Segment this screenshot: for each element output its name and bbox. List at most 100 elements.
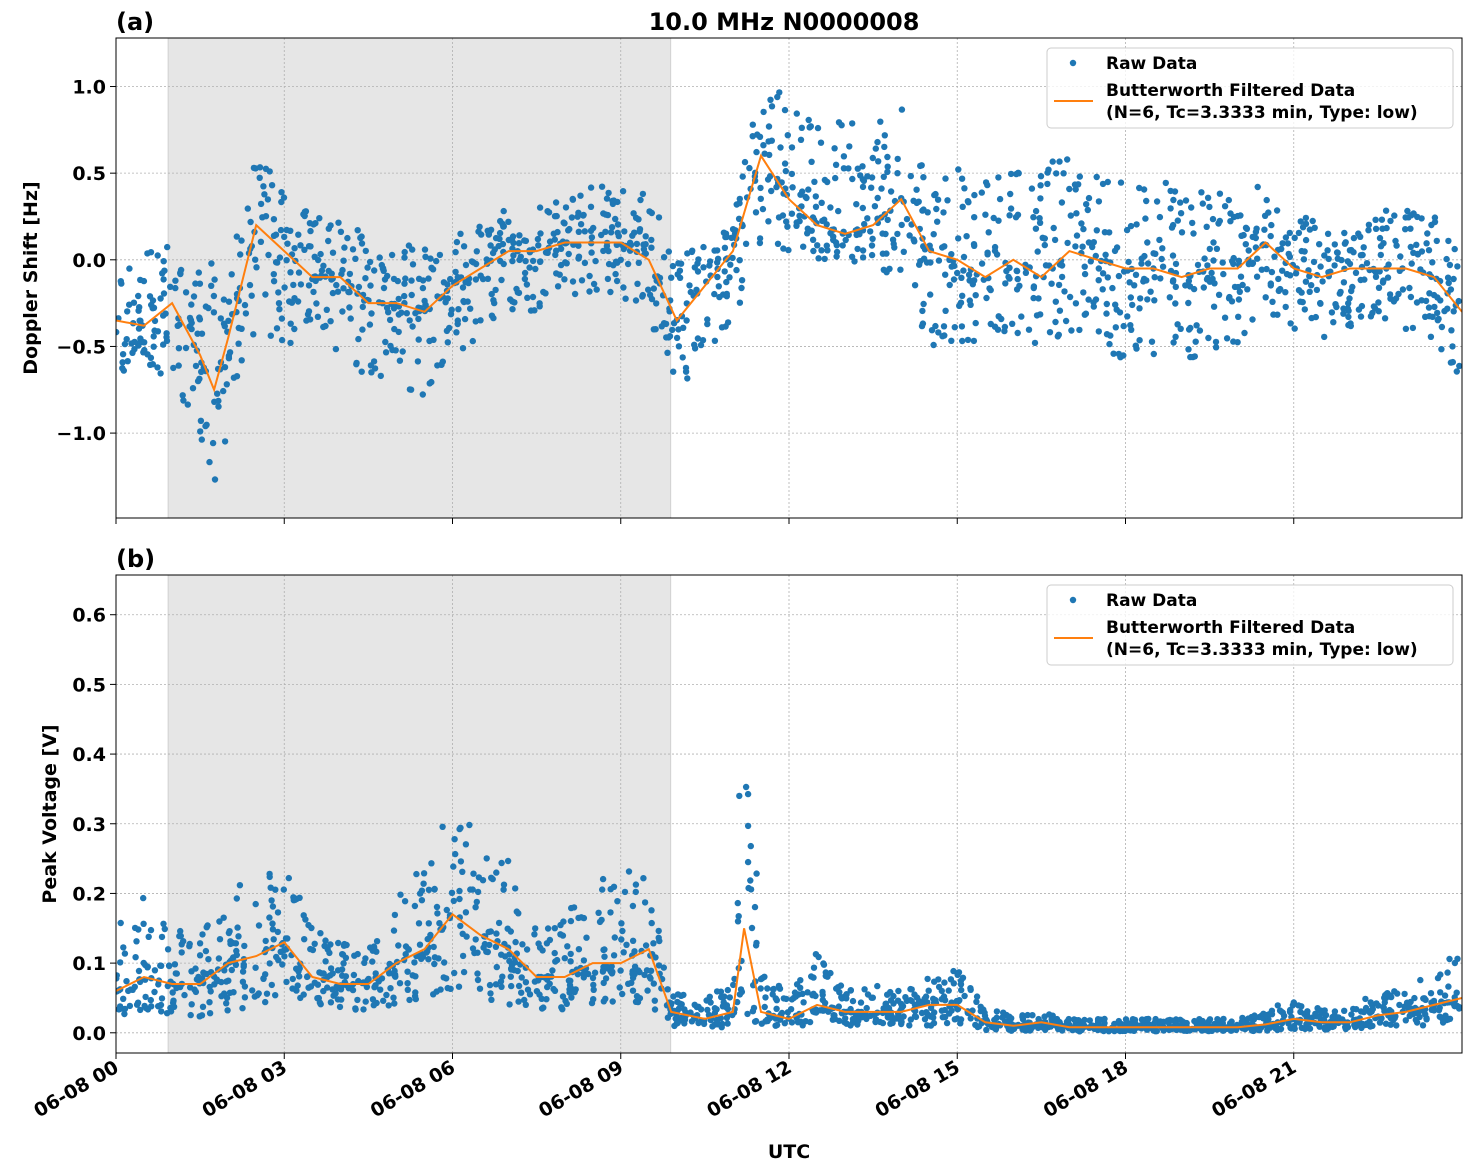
raw-data-point — [668, 1000, 675, 1007]
raw-data-point — [121, 1010, 128, 1018]
raw-data-point — [627, 241, 635, 248]
raw-data-point — [519, 941, 526, 948]
raw-data-point — [157, 1001, 165, 1009]
raw-data-point — [532, 925, 539, 932]
raw-data-point — [225, 317, 232, 324]
raw-data-point — [920, 174, 927, 181]
raw-data-point — [1249, 316, 1256, 323]
raw-data-point — [978, 260, 986, 267]
raw-data-point — [727, 261, 734, 268]
raw-data-point — [405, 946, 412, 953]
raw-data-point — [1037, 173, 1045, 180]
raw-data-point — [607, 288, 614, 296]
raw-data-point — [903, 215, 911, 223]
raw-data-point — [1007, 205, 1015, 212]
raw-data-point — [664, 986, 671, 993]
raw-data-point — [244, 205, 251, 212]
raw-data-point — [711, 247, 718, 254]
raw-data-point — [973, 998, 980, 1005]
raw-data-point — [1430, 1007, 1438, 1014]
x-tick-label: 06-08 06 — [367, 1056, 459, 1122]
raw-data-point — [1450, 275, 1457, 283]
raw-data-point — [890, 1000, 897, 1007]
raw-data-point — [764, 985, 771, 992]
raw-data-point — [1291, 1025, 1298, 1033]
raw-data-point — [367, 282, 374, 289]
raw-data-point — [1369, 1005, 1377, 1013]
raw-data-point — [1306, 1025, 1314, 1032]
raw-data-point — [192, 280, 199, 287]
raw-data-point — [252, 900, 259, 908]
filtered-data-line — [116, 153, 1462, 393]
raw-data-point — [457, 230, 464, 237]
raw-data-point — [492, 943, 500, 950]
raw-data-point — [788, 170, 796, 178]
raw-data-point — [704, 1006, 711, 1014]
raw-data-point — [830, 1012, 837, 1019]
raw-data-point — [1211, 280, 1218, 287]
raw-data-point — [1285, 250, 1292, 258]
raw-data-point — [1136, 305, 1143, 312]
raw-data-point — [1049, 158, 1056, 165]
raw-data-point — [590, 224, 597, 232]
raw-data-point — [188, 1001, 195, 1008]
raw-data-point — [151, 988, 158, 996]
raw-data-point — [216, 918, 223, 925]
raw-data-point — [884, 153, 891, 161]
raw-data-point — [149, 361, 156, 368]
raw-data-point — [1254, 255, 1261, 262]
raw-data-point — [551, 949, 558, 957]
raw-data-point — [217, 315, 224, 322]
raw-data-point — [198, 330, 206, 337]
raw-data-point — [119, 359, 126, 366]
raw-data-point — [517, 253, 524, 260]
raw-data-point — [325, 237, 332, 245]
raw-data-point — [479, 877, 487, 884]
raw-data-point — [347, 315, 354, 322]
raw-data-point — [544, 208, 551, 215]
raw-data-point — [1235, 313, 1242, 320]
raw-data-point — [1080, 289, 1087, 296]
raw-data-point — [1167, 205, 1174, 212]
raw-data-point — [253, 264, 260, 271]
raw-data-point — [602, 995, 609, 1002]
raw-data-point — [419, 284, 427, 292]
raw-data-point — [1138, 260, 1145, 267]
raw-data-point — [575, 228, 582, 235]
raw-data-point — [840, 153, 848, 160]
raw-data-point — [919, 320, 927, 327]
raw-data-point — [824, 247, 831, 254]
raw-data-point — [601, 953, 608, 960]
raw-data-point — [370, 1002, 377, 1009]
raw-data-point — [1358, 1024, 1365, 1032]
raw-data-point — [303, 973, 311, 981]
raw-data-point — [1157, 1018, 1164, 1025]
raw-data-point — [1377, 243, 1385, 250]
raw-data-point — [871, 1011, 878, 1018]
raw-data-point — [366, 258, 374, 266]
raw-data-point — [913, 199, 920, 207]
raw-data-point — [1451, 959, 1459, 967]
raw-data-point — [370, 944, 378, 952]
raw-data-point — [1425, 304, 1433, 311]
raw-data-point — [574, 213, 581, 220]
raw-data-point — [1221, 314, 1229, 321]
raw-data-point — [647, 967, 655, 974]
raw-data-point — [842, 236, 849, 244]
raw-data-point — [1109, 284, 1116, 292]
raw-data-point — [208, 260, 215, 267]
raw-data-point — [289, 985, 296, 992]
y-tick-label: 0.5 — [72, 674, 106, 696]
raw-data-point — [1420, 1007, 1428, 1015]
raw-data-point — [366, 321, 374, 328]
raw-data-point — [342, 973, 350, 980]
raw-data-point — [560, 918, 567, 925]
raw-data-point — [941, 979, 948, 986]
raw-data-point — [549, 967, 556, 974]
raw-data-point — [257, 238, 265, 245]
raw-data-point — [653, 300, 660, 307]
raw-data-point — [1052, 298, 1060, 305]
raw-data-point — [1265, 209, 1272, 216]
raw-data-point — [884, 216, 891, 224]
raw-data-point — [593, 286, 600, 293]
